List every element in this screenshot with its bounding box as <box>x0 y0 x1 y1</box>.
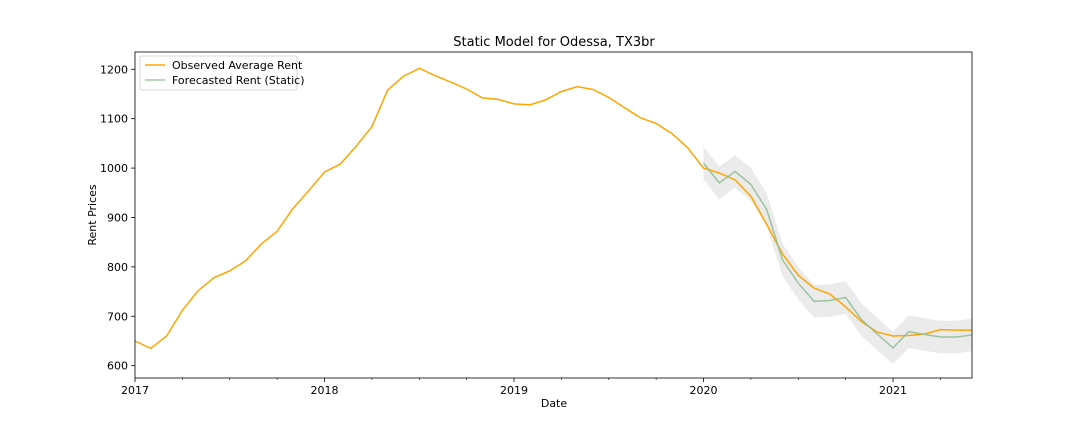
observed-series-line <box>134 67 972 350</box>
x-tick-label: 2021 <box>879 384 907 397</box>
y-tick-label: 1000 <box>100 162 128 175</box>
y-axis: 600 700 800 900 1000 1100 1200 <box>100 63 135 373</box>
chart-title: Static Model for Odessa, TX3br <box>453 35 655 50</box>
y-tick-label: 1100 <box>100 113 128 126</box>
y-tick-label: 800 <box>107 261 128 274</box>
x-tick-label: 2017 <box>121 384 149 397</box>
y-tick-label: 900 <box>107 211 128 224</box>
forecast-confidence-band <box>703 146 972 365</box>
x-axis-label: Date <box>541 397 568 410</box>
y-axis-label: Rent Prices <box>86 184 99 246</box>
legend: Observed Average Rent Forecasted Rent (S… <box>139 55 305 91</box>
y-tick-label: 600 <box>107 360 128 373</box>
legend-label-forecast: Forecasted Rent (Static) <box>172 74 305 87</box>
y-tick-label: 1200 <box>100 63 128 76</box>
legend-box <box>139 55 298 91</box>
x-tick-label: 2020 <box>690 384 718 397</box>
x-tick-label: 2018 <box>311 384 339 397</box>
x-axis: 2017 2018 2019 2020 2021 <box>121 378 941 397</box>
y-tick-label: 700 <box>107 310 128 323</box>
forecast-series-line <box>702 162 973 349</box>
legend-label-observed: Observed Average Rent <box>172 59 303 72</box>
x-tick-label: 2019 <box>500 384 528 397</box>
axes-frame <box>134 51 973 379</box>
plot-area <box>134 67 973 365</box>
